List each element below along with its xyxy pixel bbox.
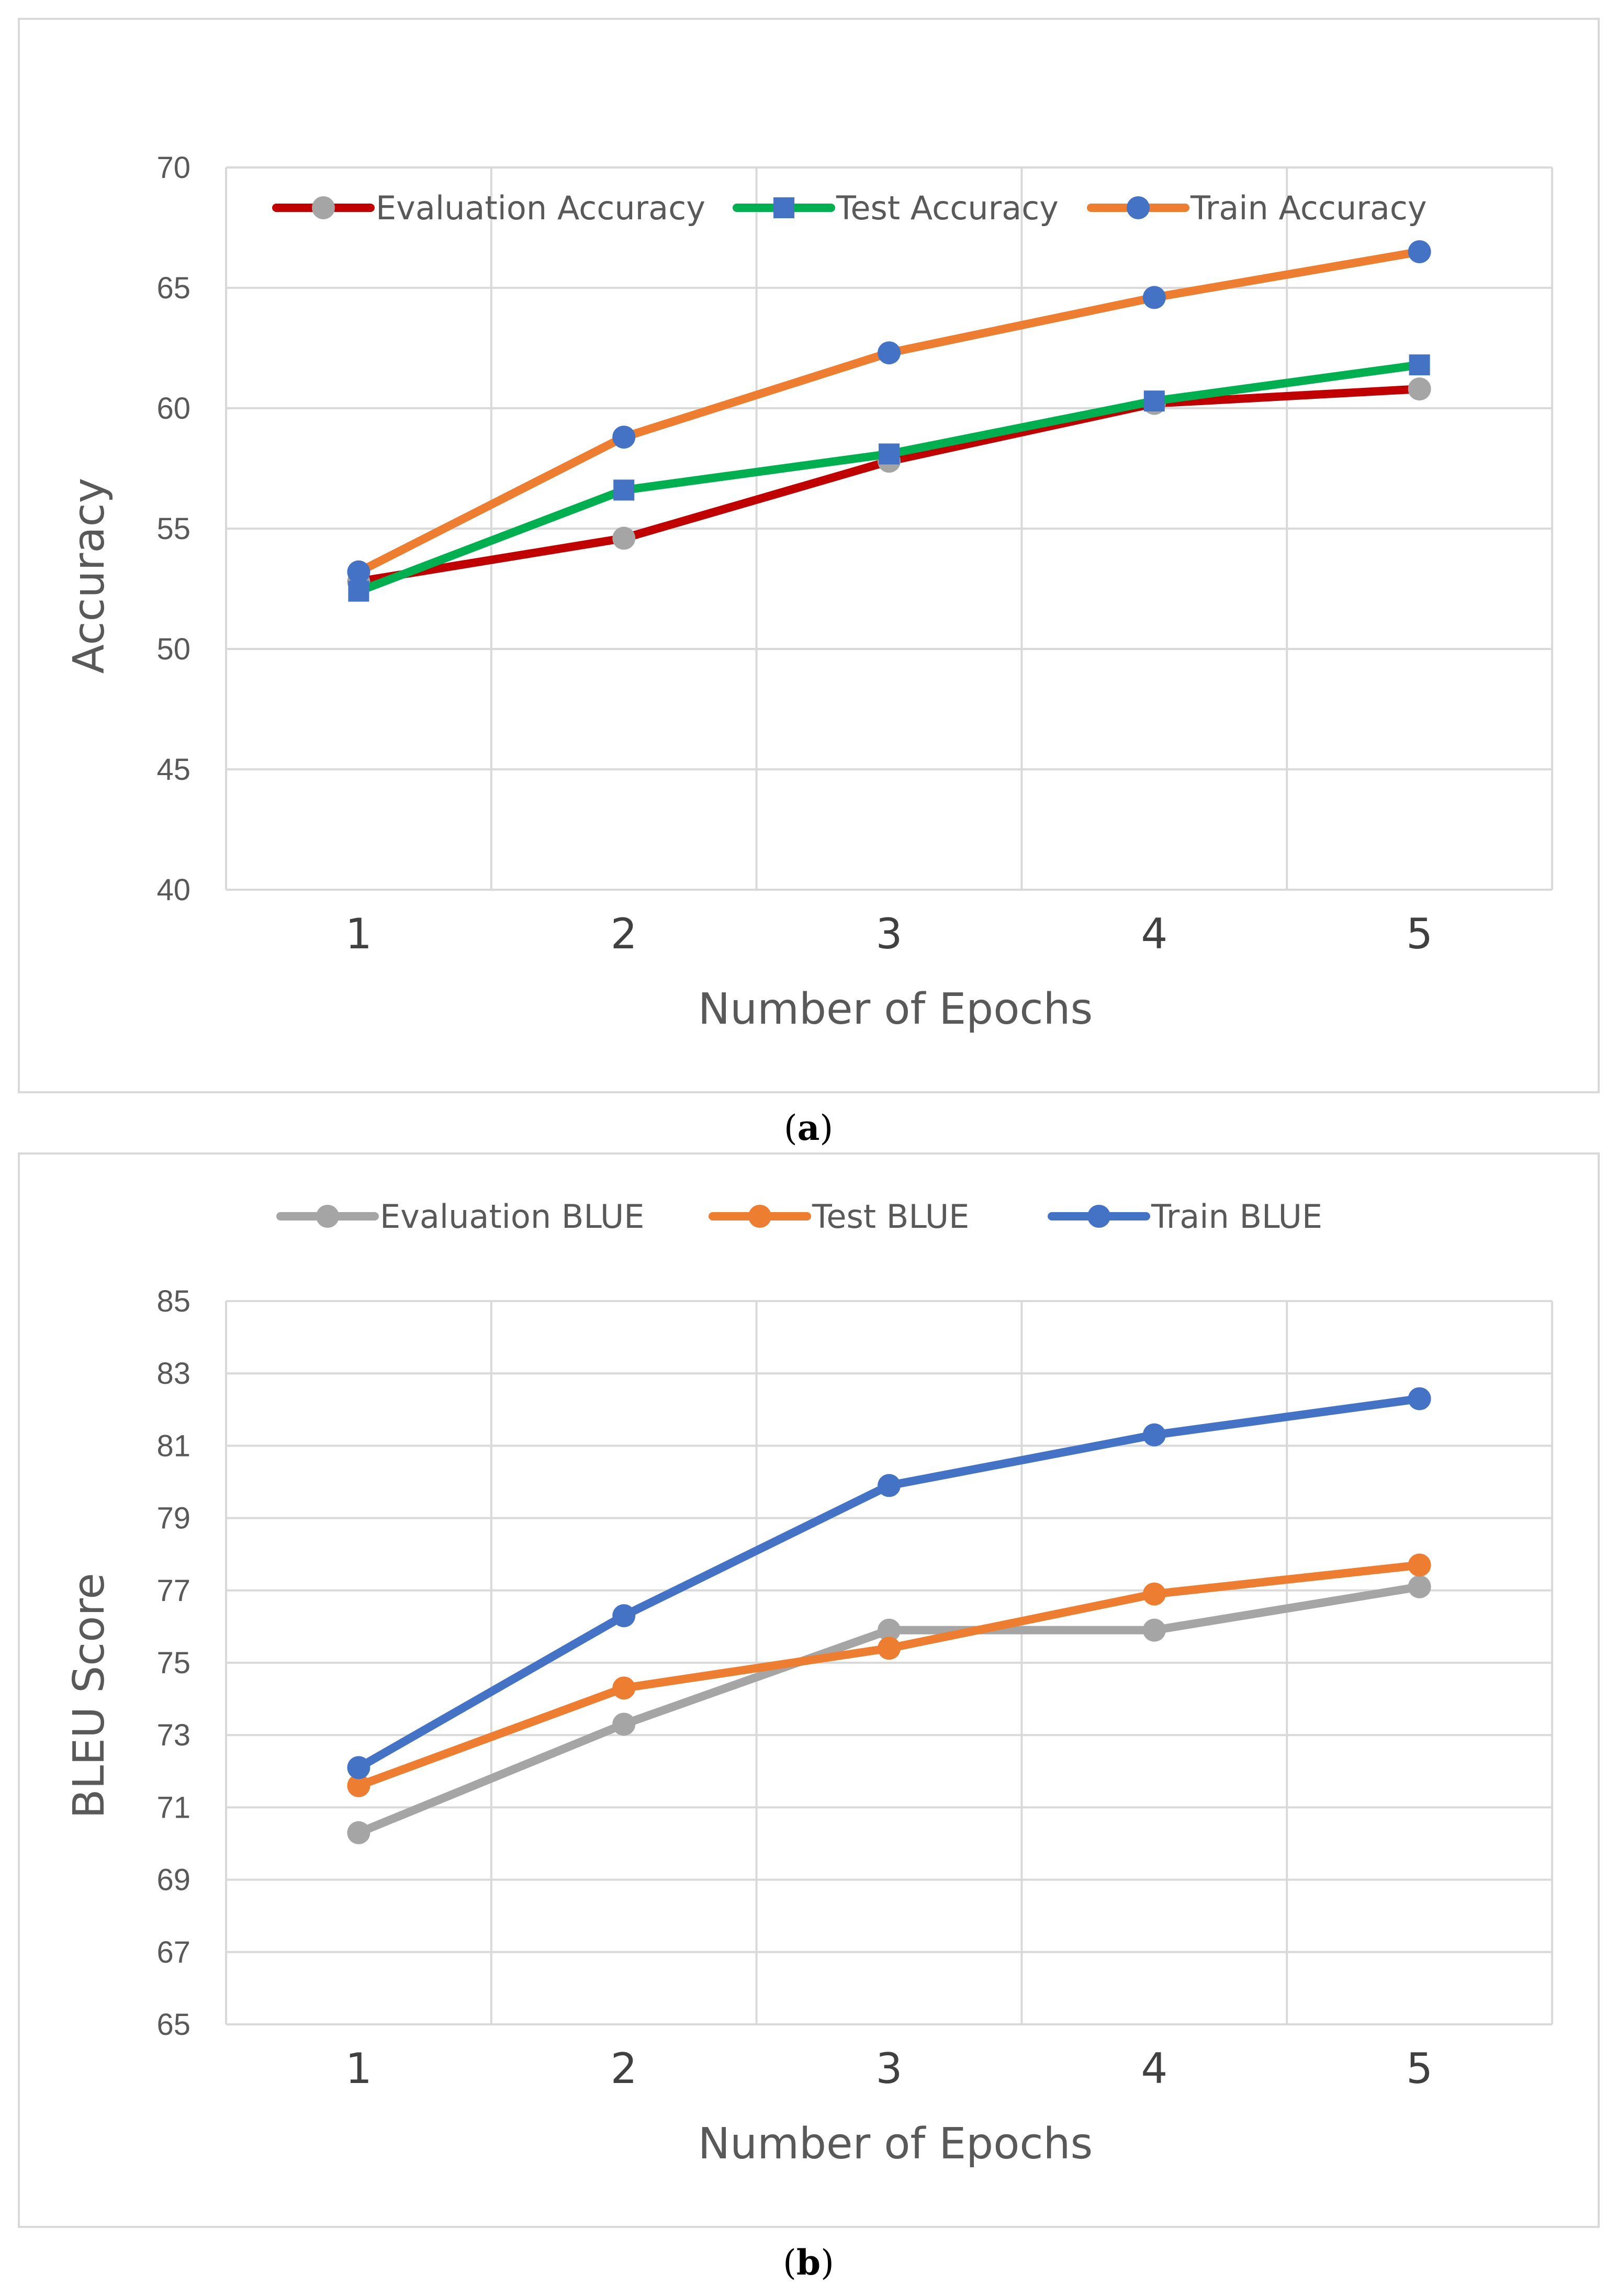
chart-b-point bbox=[1408, 1387, 1431, 1410]
chart-a-xtick: 4 bbox=[1141, 910, 1167, 958]
chart-b-point bbox=[347, 1774, 370, 1797]
chart-b-ytick: 65 bbox=[156, 2008, 190, 2042]
chart-a-ytick: 40 bbox=[156, 873, 190, 907]
chart-a-ytick: 65 bbox=[156, 271, 190, 305]
chart-b-xlabel: Number of Epochs bbox=[698, 2119, 1093, 2169]
chart-b-xtick: 1 bbox=[345, 2044, 372, 2093]
chart-b-ytick: 83 bbox=[156, 1357, 190, 1391]
chart-a-ytick: 50 bbox=[156, 632, 190, 666]
chart-a-legend-marker bbox=[312, 196, 335, 219]
chart-a-xtick: 2 bbox=[611, 910, 637, 958]
chart-b-legend-marker bbox=[316, 1205, 339, 1228]
chart-a-point bbox=[878, 341, 901, 365]
chart-b-point bbox=[878, 1618, 901, 1642]
chart-a-frame bbox=[18, 18, 1600, 1093]
chart-bleu: 65 67 69 71 73 75 77 79 81 83 85 1 2 3 4 5 BLEU Score N… bbox=[18, 1152, 1600, 2228]
chart-b-legend-label: Evaluation BLUE bbox=[380, 1197, 644, 1236]
chart-a-xtick: 3 bbox=[876, 910, 903, 958]
chart-a-legend-marker bbox=[1127, 196, 1150, 219]
chart-a-point bbox=[1408, 240, 1431, 263]
chart-a-point bbox=[1408, 377, 1431, 401]
chart-a-ytick: 70 bbox=[156, 151, 190, 185]
chart-b-point bbox=[347, 1756, 370, 1779]
chart-b-xtick: 5 bbox=[1406, 2044, 1433, 2093]
chart-a-xtick: 5 bbox=[1406, 910, 1433, 958]
chart-b-legend-marker bbox=[1087, 1205, 1110, 1228]
chart-b-xtick: 2 bbox=[611, 2044, 637, 2093]
chart-b-ytick: 85 bbox=[156, 1284, 190, 1318]
chart-a-xlabel: Number of Epochs bbox=[698, 984, 1093, 1034]
chart-a-legend-label: Test Accuracy bbox=[836, 189, 1059, 227]
chart-b-frame bbox=[18, 1152, 1600, 2228]
chart-b-ytick: 73 bbox=[156, 1718, 190, 1752]
chart-a-point bbox=[348, 580, 369, 602]
chart-a-ytick: 55 bbox=[156, 512, 190, 546]
chart-a-legend-label: Train Accuracy bbox=[1190, 189, 1427, 227]
chart-b-point bbox=[612, 1676, 636, 1700]
chart-a-point bbox=[879, 443, 900, 465]
chart-b-point bbox=[1408, 1575, 1431, 1598]
chart-b-ytick: 71 bbox=[156, 1790, 190, 1824]
chart-b-point bbox=[1142, 1582, 1166, 1606]
chart-a-point bbox=[612, 527, 636, 550]
caption-a: (a) bbox=[784, 1107, 833, 1148]
chart-b-ytick: 75 bbox=[156, 1646, 190, 1680]
chart-a-ytick: 45 bbox=[156, 753, 190, 787]
chart-b-point bbox=[612, 1604, 636, 1628]
chart-b-point bbox=[1142, 1618, 1166, 1642]
chart-a-point bbox=[1143, 390, 1165, 412]
chart-b-point bbox=[347, 1821, 370, 1844]
chart-a-legend-label: Evaluation Accuracy bbox=[376, 189, 705, 227]
chart-b-point bbox=[1408, 1553, 1431, 1577]
chart-a-point bbox=[612, 425, 636, 449]
chart-b-ytick: 69 bbox=[156, 1863, 190, 1897]
chart-a-ylabel: Accuracy bbox=[64, 478, 114, 674]
chart-a-point bbox=[1142, 286, 1166, 309]
chart-b-point bbox=[878, 1637, 901, 1660]
chart-b-ytick: 81 bbox=[156, 1429, 190, 1463]
chart-a-point bbox=[347, 560, 370, 584]
chart-b-point bbox=[612, 1712, 636, 1736]
chart-a-ytick: 60 bbox=[156, 391, 190, 425]
chart-b-legend-label: Train BLUE bbox=[1151, 1197, 1322, 1236]
chart-b-point bbox=[878, 1474, 901, 1497]
chart-a-xtick: 1 bbox=[345, 910, 372, 958]
chart-b-point bbox=[1142, 1423, 1166, 1447]
chart-b-ylabel: BLEU Score bbox=[64, 1573, 114, 1819]
chart-a-point bbox=[1409, 354, 1430, 376]
chart-b-ytick: 79 bbox=[156, 1502, 190, 1536]
chart-b-xtick: 4 bbox=[1141, 2044, 1167, 2093]
caption-b: (b) bbox=[783, 2242, 834, 2283]
chart-b-ytick: 67 bbox=[156, 1935, 190, 1969]
chart-b-legend-marker bbox=[748, 1205, 771, 1228]
chart-b-xtick: 3 bbox=[876, 2044, 903, 2093]
chart-b-legend-label: Test BLUE bbox=[812, 1197, 969, 1236]
chart-b-ytick: 77 bbox=[156, 1574, 190, 1608]
chart-a-legend-marker bbox=[773, 197, 794, 218]
chart-a-point bbox=[613, 479, 635, 501]
